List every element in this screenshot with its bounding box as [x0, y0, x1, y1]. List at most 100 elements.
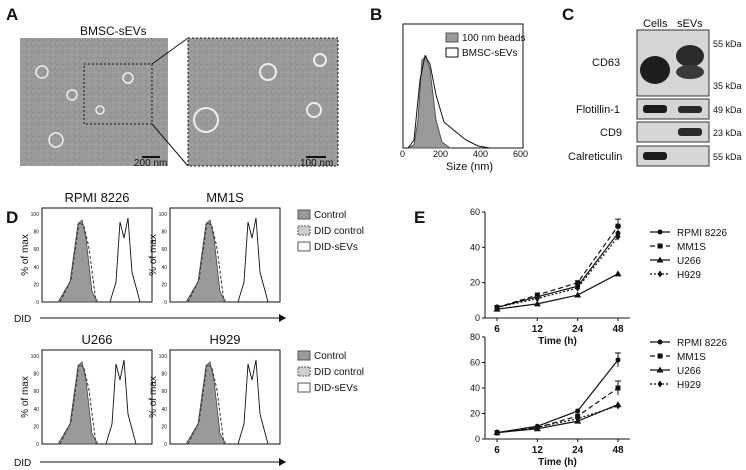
y-axis-label: % of max [20, 376, 31, 418]
panel-c: C Cells sEVs CD63 55 kDa 35 kDa Flotilli… [562, 5, 742, 167]
beads-histogram [407, 55, 452, 149]
panel-a: A BMSC-sEVs 200 nm 100 nm [6, 5, 339, 169]
x-tick: 0 [400, 149, 405, 159]
tem-image-right [187, 37, 339, 167]
legend-item: RPMI 8226 [650, 228, 727, 239]
data-point [615, 402, 621, 410]
series-line [496, 273, 619, 310]
panel-e-label: E [414, 208, 425, 227]
did-sevs-histogram [105, 359, 137, 445]
plot-frame [41, 349, 153, 445]
y-tick: 20 [33, 282, 39, 288]
panel-c-label: C [562, 5, 574, 24]
y-tick-label: 40 [470, 383, 480, 393]
y-tick: 100 [31, 212, 40, 218]
plot-frame [41, 207, 153, 303]
blot-calreticulin [636, 145, 710, 167]
data-point [657, 353, 663, 359]
legend-item: MM1S [650, 242, 706, 253]
band [676, 45, 704, 67]
plot-title: U266 [81, 332, 112, 347]
plot-frame [169, 349, 281, 445]
vesicle [95, 105, 105, 115]
did-axis-top: DID [14, 314, 286, 325]
line-chart: 0 20 40 60 80 6 12 24 48 Time (h) RPMI 8226 MM1S U26… [470, 332, 727, 468]
y-tick: 40 [33, 407, 39, 413]
flow-histogram: H929 0 20 40 60 80 100 % of max [148, 332, 281, 448]
legend-swatch-sevs [445, 47, 459, 58]
x-tick-label: 6 [494, 324, 500, 335]
y-tick: 60 [161, 389, 167, 395]
flow-histogram: RPMI 8226 0 20 40 60 80 100 % of max [20, 190, 153, 306]
legend-item: RPMI 8226 [650, 338, 727, 349]
y-tick: 80 [161, 230, 167, 236]
data-point [534, 295, 540, 303]
series-line [496, 404, 619, 434]
did-label: DID [14, 314, 31, 325]
data-point [657, 243, 663, 249]
panel-a-title: BMSC-sEVs [80, 24, 147, 38]
y-tick: 80 [33, 372, 39, 378]
data-point [575, 284, 581, 292]
data-point [575, 408, 581, 414]
y-tick: 20 [161, 424, 167, 430]
control-histogram [57, 361, 99, 445]
legend-item: H929 [650, 380, 701, 391]
legend-label: RPMI 8226 [677, 338, 727, 349]
series-line [496, 225, 619, 308]
band [678, 128, 702, 136]
y-tick: 0 [164, 442, 167, 448]
did-sevs-histogram [237, 217, 269, 303]
x-tick-label: 12 [532, 445, 544, 456]
plot-title: RPMI 8226 [64, 190, 129, 205]
control-histogram [57, 219, 99, 303]
panel-b-label: B [370, 5, 382, 24]
panel-d-label: D [6, 208, 18, 227]
data-point [657, 339, 663, 345]
legend-item: MM1S [650, 352, 706, 363]
y-axis-label: % of max [148, 234, 159, 276]
row-calreticulin: Calreticulin [568, 151, 622, 163]
did-sevs-histogram [237, 359, 269, 445]
y-tick: 60 [33, 389, 39, 395]
kda-35: 35 kDa [713, 81, 742, 91]
legend-item: H929 [650, 270, 701, 281]
legend-swatch-control [297, 350, 311, 361]
plot-frame [169, 207, 281, 303]
x-tick-label: 12 [532, 324, 544, 335]
y-tick: 40 [161, 407, 167, 413]
zoom-line-bottom [151, 123, 189, 167]
y-tick: 0 [36, 442, 39, 448]
x-tick-label: 24 [572, 445, 584, 456]
data-point [656, 366, 664, 373]
data-point [494, 303, 500, 311]
data-point [534, 292, 540, 298]
plot-frame [402, 23, 524, 149]
y-tick: 60 [161, 247, 167, 253]
col-cells: Cells [643, 18, 668, 30]
vesicle [313, 53, 327, 67]
control-histogram [185, 219, 227, 303]
tem-image-left [20, 38, 168, 166]
panel-a-label: A [6, 5, 18, 24]
legend-swatch-did-sevs [297, 382, 311, 393]
flow-histogram: U266 0 20 40 60 80 100 % of max [20, 332, 153, 448]
data-point [615, 223, 621, 229]
legend-label: H929 [677, 270, 701, 281]
series-line [496, 236, 619, 308]
vesicle [35, 65, 49, 79]
did-sevs-histogram [109, 217, 141, 303]
kda-49: 49 kDa [713, 105, 742, 115]
data-point [657, 229, 663, 235]
zoom-line-top [151, 37, 189, 65]
data-point [615, 357, 621, 363]
y-tick-label: 60 [470, 358, 480, 368]
band [643, 152, 667, 160]
x-axis-label: Size (nm) [446, 161, 493, 173]
y-axis-label: % of max [148, 376, 159, 418]
y-tick: 0 [164, 300, 167, 306]
y-tick: 100 [159, 354, 168, 360]
panel-d: D Control DID control DID-sEVs Control D… [6, 190, 364, 469]
data-point [533, 300, 541, 307]
